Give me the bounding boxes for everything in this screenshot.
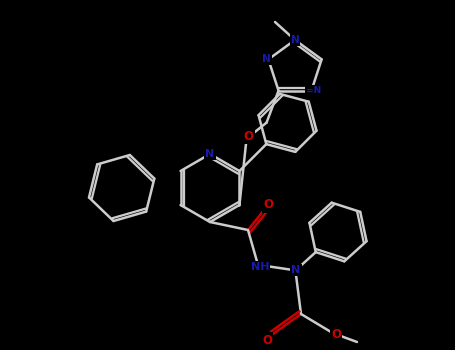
Text: O: O xyxy=(243,130,253,143)
Text: N: N xyxy=(262,54,271,64)
Text: O: O xyxy=(262,334,272,346)
Text: N: N xyxy=(291,35,299,45)
Text: N: N xyxy=(291,265,301,275)
Text: N: N xyxy=(205,149,215,159)
Text: O: O xyxy=(331,328,341,341)
Text: NH: NH xyxy=(251,262,269,272)
Text: O: O xyxy=(263,198,273,211)
Text: =N: =N xyxy=(306,86,321,95)
